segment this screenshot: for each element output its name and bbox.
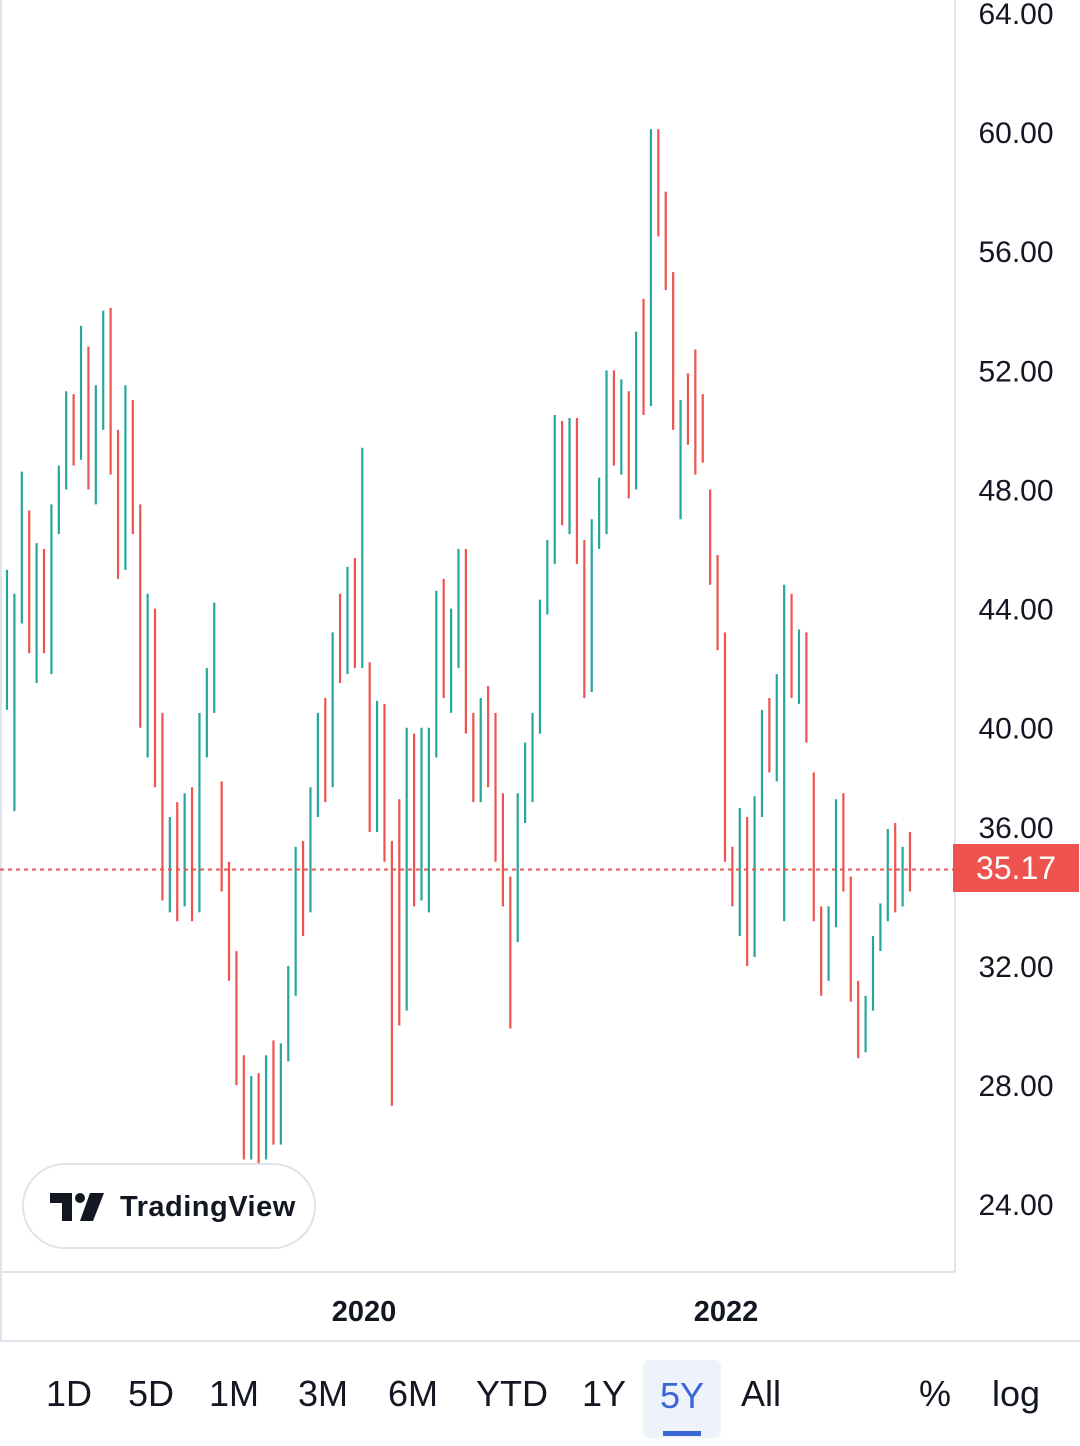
range-3m-button[interactable]: 3M [298,1373,349,1414]
y-tick-label: 36.00 [978,812,1053,845]
x-tick-label: 2020 [332,1296,397,1328]
range-1y-button[interactable]: 1Y [582,1373,627,1414]
tradingview-logo-icon [50,1193,104,1221]
price-chart[interactable]: 64.00 60.00 56.00 52.00 48.00 44.00 40.00 36.00… [0,0,1080,1340]
percent-scale-toggle[interactable]: % [919,1373,952,1414]
y-tick-label: 40.00 [978,713,1053,746]
range-all-button[interactable]: All [741,1373,782,1414]
range-6m-button[interactable]: 6M [388,1373,439,1414]
range-5d-button[interactable]: 5D [128,1373,175,1414]
y-tick-label: 44.00 [978,594,1053,627]
range-1m-button[interactable]: 1M [209,1373,260,1414]
range-5y-button[interactable]: 5Y [643,1360,721,1438]
y-tick-label: 28.00 [978,1070,1053,1103]
range-ytd-button[interactable]: YTD [476,1373,548,1414]
tradingview-logo[interactable]: TradingView [22,1163,316,1249]
range-toolbar: 1D 5D 1M 3M 6M YTD 1Y 5Y All % log [0,1340,1080,1446]
y-tick-label: 52.00 [978,355,1053,388]
y-tick-label: 24.00 [978,1189,1053,1222]
log-scale-toggle[interactable]: log [992,1373,1041,1414]
y-tick-label: 64.00 [978,0,1053,31]
tradingview-logo-text: TradingView [120,1191,296,1223]
last-price-badge: 35.17 [953,844,1079,892]
y-tick-label: 32.00 [978,951,1053,984]
y-tick-label: 56.00 [978,236,1053,269]
range-1d-button[interactable]: 1D [46,1373,93,1414]
x-tick-label: 2022 [694,1296,759,1328]
y-tick-label: 48.00 [978,474,1053,507]
y-tick-label: 60.00 [978,117,1053,150]
